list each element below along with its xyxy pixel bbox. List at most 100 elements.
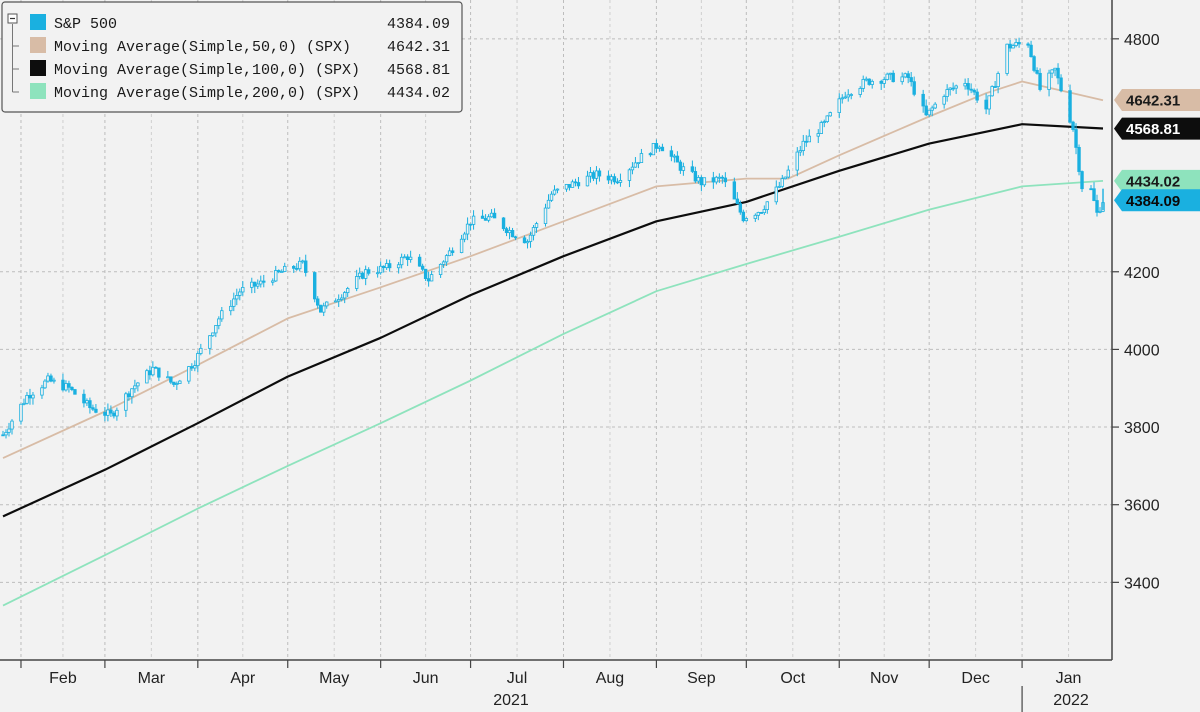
candle-body <box>402 256 407 259</box>
candle-body <box>1005 43 1009 74</box>
candle-body <box>25 395 29 404</box>
candle-body <box>993 86 997 88</box>
candle-body <box>49 375 53 382</box>
legend-series-value: 4434.02 <box>387 85 450 102</box>
y-tick-label: 3400 <box>1124 575 1160 592</box>
candle-body <box>214 325 218 334</box>
sp500-candles <box>1 37 1105 439</box>
candle-body <box>73 389 77 395</box>
candle-body <box>360 272 365 279</box>
candle-body <box>1017 42 1021 45</box>
candle-body <box>130 388 134 398</box>
x-tick-label: Dec <box>961 670 989 687</box>
candle-body <box>630 166 635 171</box>
candle-body <box>357 272 362 277</box>
candle-body <box>567 184 572 188</box>
candle-body <box>378 265 383 274</box>
candle-body <box>1032 56 1036 71</box>
candle-body <box>1050 69 1054 74</box>
candle-body <box>1014 42 1018 46</box>
candle-body <box>555 188 560 191</box>
candle-body <box>91 407 95 410</box>
candle-body <box>342 292 347 299</box>
candle-body <box>648 153 653 156</box>
candle-body <box>301 260 305 263</box>
candle-body <box>954 85 958 89</box>
candle-body <box>840 97 844 100</box>
candle-body <box>822 121 826 123</box>
candle-body <box>531 227 536 236</box>
candle-body <box>277 270 281 273</box>
x-tick-label: Mar <box>138 670 166 687</box>
candle-body <box>271 280 275 283</box>
ma-line <box>2 123 1104 518</box>
candle-body <box>405 256 410 260</box>
candle-body <box>1074 129 1078 148</box>
candle-body <box>363 269 368 279</box>
candle-body <box>507 230 512 234</box>
candle-body <box>465 223 470 235</box>
candle-body <box>828 112 832 117</box>
legend-series-value: 4642.31 <box>387 39 450 56</box>
candle-body <box>136 382 140 387</box>
candle-body <box>762 209 767 214</box>
candle-body <box>420 265 425 270</box>
candle-body <box>885 73 889 80</box>
candle-body <box>825 115 829 122</box>
candle-body <box>924 105 928 116</box>
candle-body <box>298 260 302 270</box>
candle-body <box>888 72 892 75</box>
candle-body <box>190 366 194 369</box>
candle-body <box>280 271 284 273</box>
candle-body <box>381 265 386 269</box>
candle-body <box>1008 43 1012 49</box>
candle-body <box>109 409 113 414</box>
last-value-tag-label: 4434.02 <box>1126 173 1180 190</box>
candle-body <box>295 267 299 270</box>
candle-body <box>1011 45 1015 49</box>
candle-body <box>1038 72 1042 90</box>
candle-body <box>660 146 665 152</box>
candle-body <box>151 366 155 376</box>
candle-body <box>777 185 781 188</box>
candle-body <box>175 383 179 385</box>
legend-box <box>1 1 463 113</box>
candle-body <box>444 255 449 263</box>
candle-body <box>319 304 323 313</box>
candle-body <box>429 274 434 282</box>
legend-collapse-icon[interactable] <box>7 13 18 24</box>
candle-body <box>441 261 446 265</box>
candle-body <box>40 387 44 396</box>
candle-body <box>1047 72 1051 90</box>
candle-body <box>576 182 581 187</box>
candle-body <box>819 122 823 134</box>
candle-body <box>525 241 530 244</box>
candle-body <box>325 301 329 307</box>
candle-body <box>633 162 638 168</box>
candle-body <box>699 177 704 186</box>
legend-swatch <box>30 83 46 99</box>
candle-body <box>864 78 868 81</box>
y-tick-label: 4000 <box>1124 342 1160 359</box>
candle-body <box>1080 171 1084 190</box>
series-layer <box>1 37 1105 607</box>
candle-body <box>259 280 263 285</box>
candle-body <box>933 103 937 109</box>
candle-body <box>837 98 841 113</box>
candle-body <box>10 420 14 430</box>
candle-body <box>232 298 236 307</box>
candle-body <box>1026 43 1030 46</box>
candle-body <box>52 379 56 382</box>
candle-body <box>1035 70 1039 74</box>
candle-body <box>483 218 488 221</box>
candle-body <box>172 381 176 385</box>
candle-body <box>723 177 728 183</box>
candle-body <box>85 400 89 404</box>
candle-body <box>765 201 770 210</box>
candle-body <box>408 256 413 260</box>
candle-body <box>178 380 182 384</box>
candle-body <box>522 237 527 244</box>
last-value-tag-label: 4568.81 <box>1126 121 1180 138</box>
candle-body <box>564 184 569 190</box>
